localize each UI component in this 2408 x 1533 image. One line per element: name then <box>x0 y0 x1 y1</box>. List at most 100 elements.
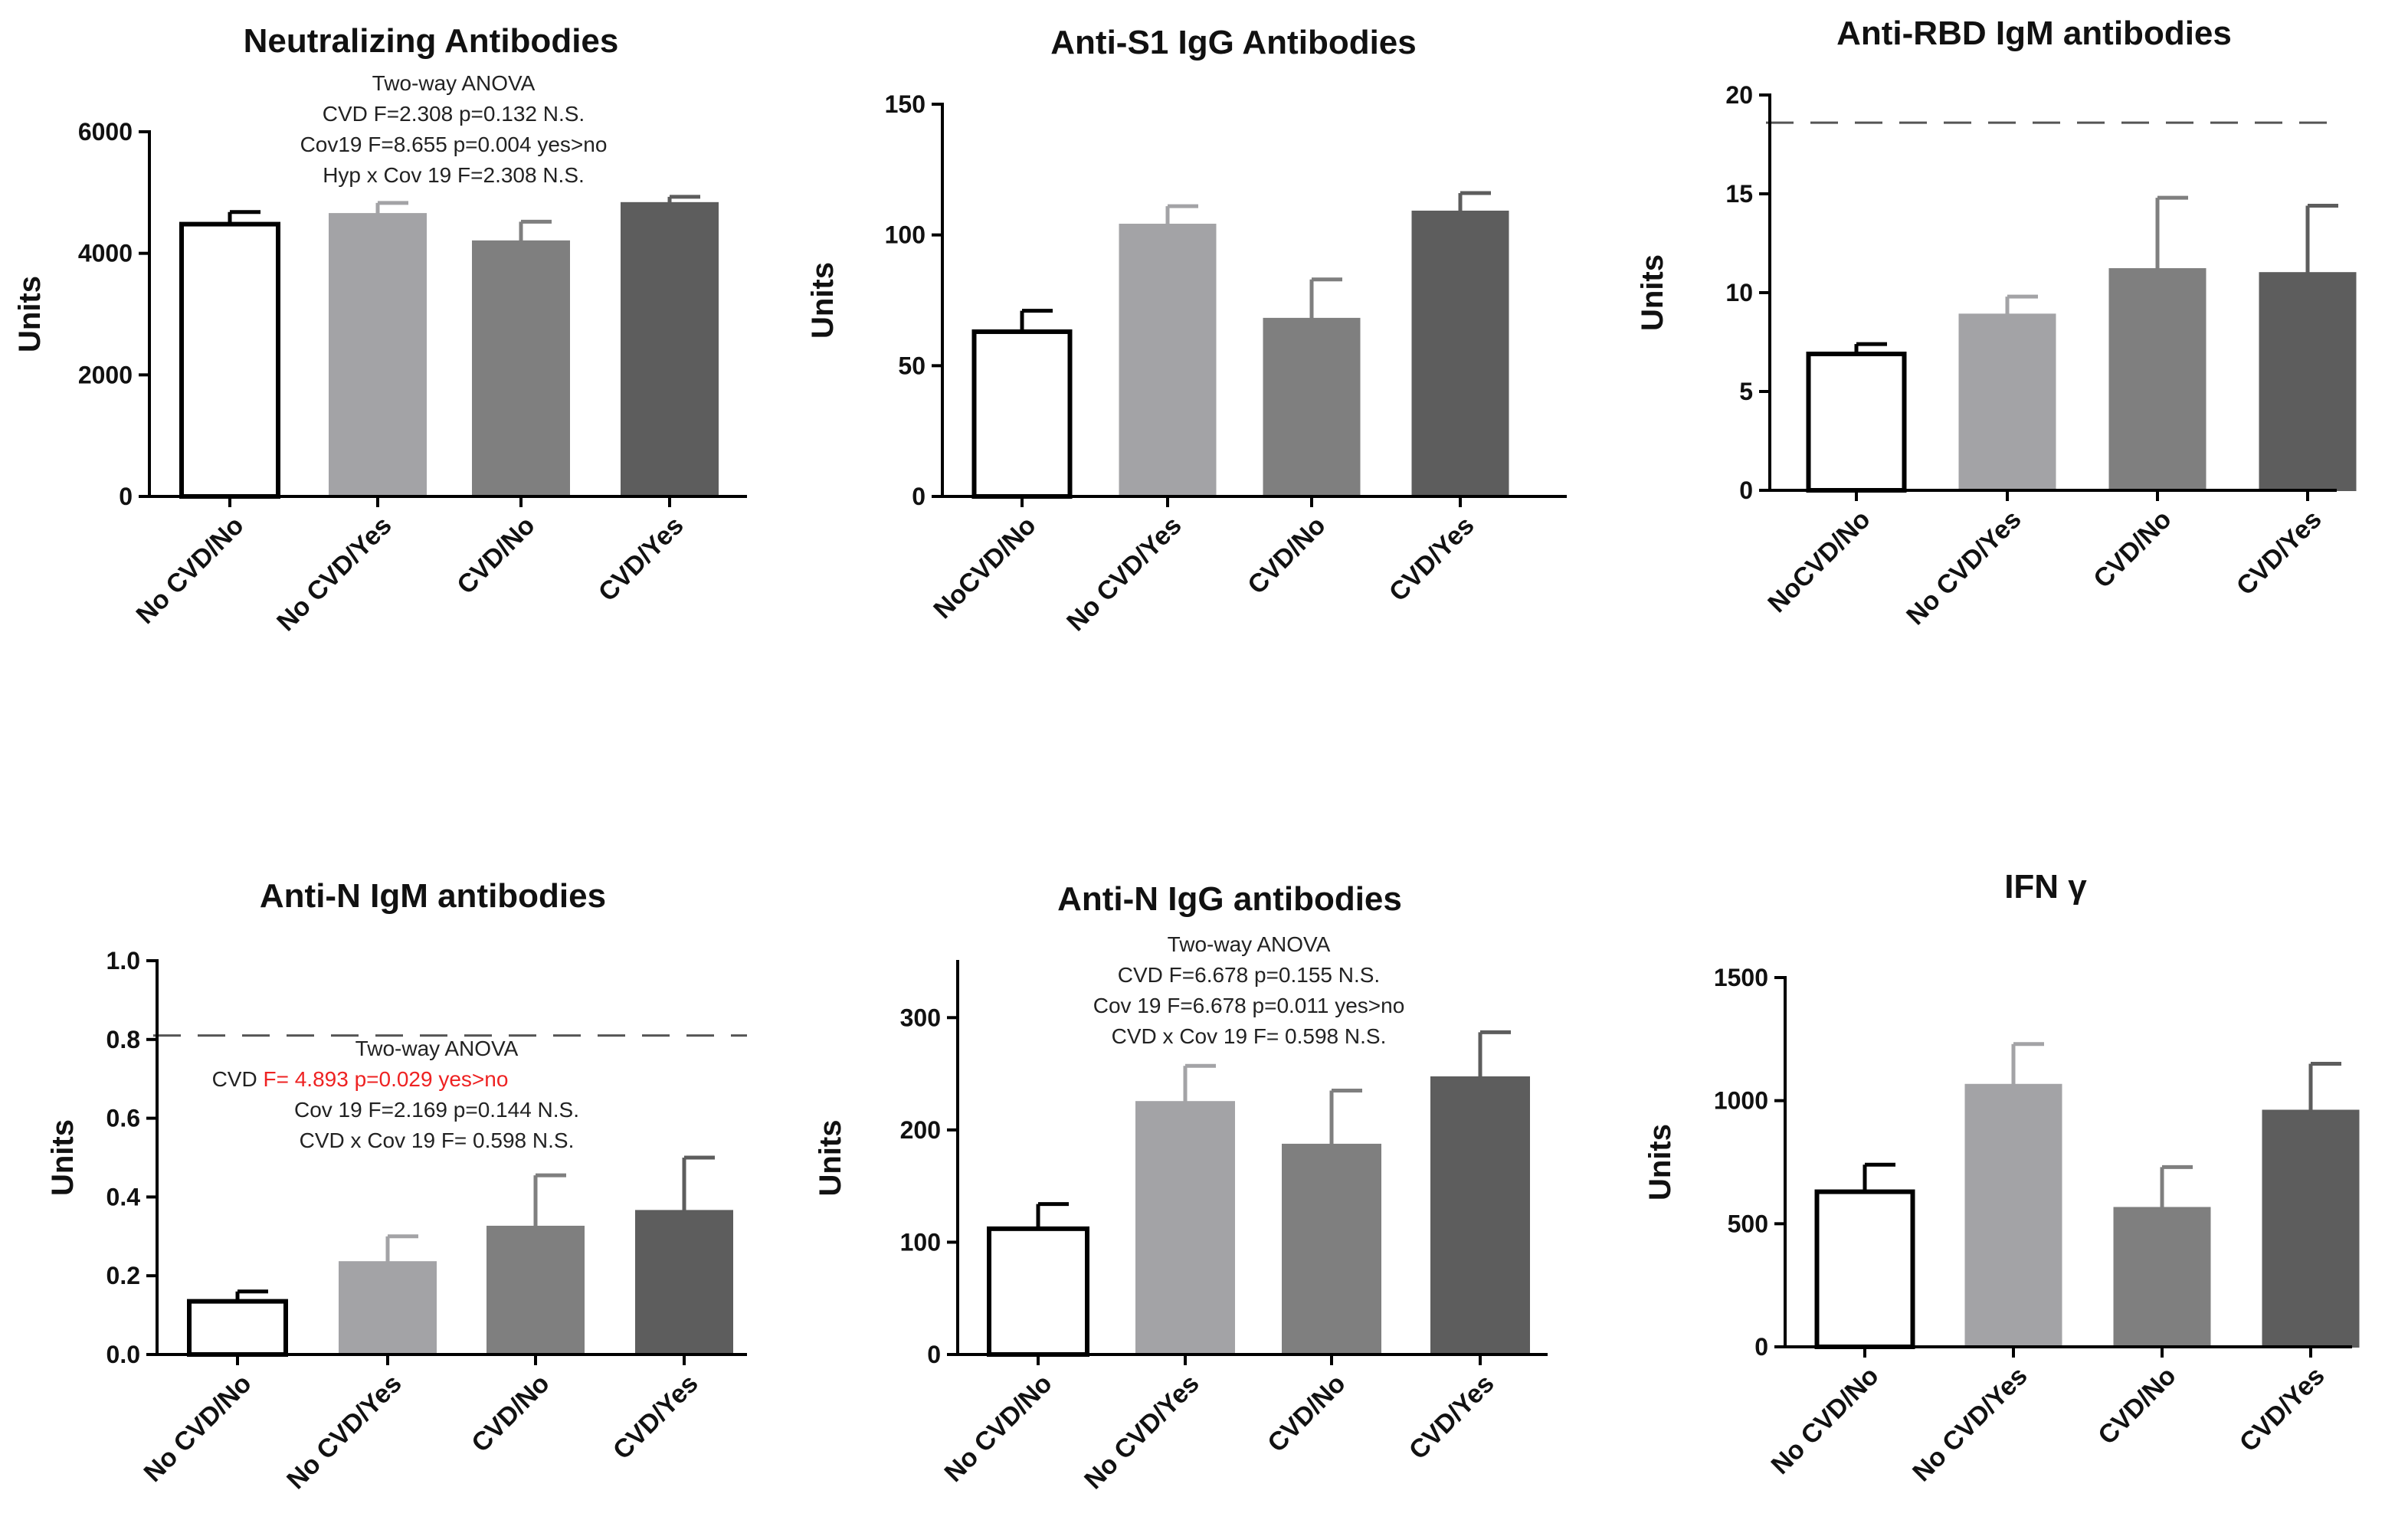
bar-2 <box>1119 224 1217 497</box>
x-tick-label: CVD/No <box>466 1369 555 1458</box>
x-tick-label: No CVD/Yes <box>1061 511 1187 637</box>
y-axis-label: Units <box>13 276 47 352</box>
chart-panel-6: IFN γ Units 0 500 1000 1500 No CVD/No No CVD/Ye… <box>1643 868 2360 1487</box>
y-tick-label: 0.4 <box>106 1183 141 1210</box>
y-tick-label: 15 <box>1725 180 1753 208</box>
x-tick-label: CVD/No <box>2092 1361 2181 1450</box>
bar-3 <box>2108 268 2207 491</box>
bar-2 <box>1135 1101 1235 1355</box>
anova-annotation: CVD F= 4.893 p=0.029 yes>no <box>212 1067 509 1091</box>
chart-panel-1: Neutralizing Antibodies Units 0 2000 4000 600… <box>13 22 747 637</box>
y-tick-label: 6000 <box>78 118 133 146</box>
y-tick-label: 1.0 <box>106 947 140 975</box>
y-tick-label: 0.8 <box>106 1026 140 1053</box>
y-tick-label: 0 <box>1739 477 1753 504</box>
y-tick-label: 0 <box>1754 1333 1768 1361</box>
y-tick-label: 50 <box>898 352 926 379</box>
anova-annotation: Cov19 F=8.655 p=0.004 yes>no <box>300 133 608 156</box>
bar-1 <box>179 221 280 499</box>
x-tick-label: No CVD/Yes <box>1901 505 2026 631</box>
x-tick-label: CVD/Yes <box>1404 1369 1500 1466</box>
bar-1 <box>187 1299 288 1357</box>
x-tick-label: No CVD/No <box>1766 1361 1885 1480</box>
y-tick-label: 200 <box>900 1116 941 1144</box>
x-tick-label: NoCVD/No <box>928 511 1041 624</box>
bar-1 <box>1814 1189 1915 1350</box>
bar-2 <box>329 213 427 497</box>
y-tick-label: 2000 <box>78 361 133 388</box>
y-tick-label: 150 <box>885 90 926 118</box>
anova-annotation: Hyp x Cov 19 F=2.308 N.S. <box>323 163 585 187</box>
y-tick-label: 1000 <box>1714 1087 1768 1115</box>
y-tick-label: 100 <box>885 221 926 249</box>
bar-4 <box>635 1210 733 1356</box>
chart-panel-3: Anti-RBD IgM antibodies Units 0 5 10 15 20 NoCV… <box>1636 15 2357 631</box>
bar-4 <box>621 201 719 497</box>
bar-3 <box>1282 1143 1381 1355</box>
x-tick-label: No CVD/No <box>939 1369 1058 1488</box>
anova-annotation-highlight: F= 4.893 p=0.029 yes>no <box>263 1067 508 1091</box>
anova-annotation-part: CVD <box>212 1067 264 1091</box>
bar-3 <box>472 240 570 497</box>
y-axis-label: Units <box>806 262 840 339</box>
y-tick-label: 4000 <box>78 240 133 267</box>
chart-panel-4: Anti-N IgM antibodies Units 0.0 0.2 0.4 0.6 0.… <box>46 877 747 1495</box>
x-tick-label: No CVD/No <box>139 1369 257 1488</box>
x-tick-label: No CVD/Yes <box>271 511 397 637</box>
y-tick-label: 0.2 <box>106 1262 140 1289</box>
y-tick-label: 0 <box>927 1341 941 1368</box>
y-tick-label: 1500 <box>1714 964 1768 991</box>
x-tick-label: No CVD/Yes <box>281 1369 407 1495</box>
y-axis-label: Units <box>814 1120 847 1197</box>
anova-annotation: CVD F=6.678 p=0.155 N.S. <box>1118 963 1380 987</box>
y-tick-label: 20 <box>1725 81 1753 109</box>
y-tick-label: 500 <box>1728 1210 1768 1237</box>
x-tick-label: CVD/Yes <box>2234 1361 2331 1458</box>
bar-2 <box>339 1261 437 1355</box>
x-tick-label: CVD/No <box>2088 505 2177 594</box>
chart-title: IFN γ <box>2004 868 2087 906</box>
anova-annotation: CVD x Cov 19 F= 0.598 N.S. <box>1112 1024 1387 1048</box>
bar-3 <box>2113 1207 2211 1348</box>
y-axis-label: Units <box>1643 1124 1677 1201</box>
bar-4 <box>2262 1109 2360 1348</box>
bar-1 <box>971 329 1073 499</box>
chart-title: Anti-RBD IgM antibodies <box>1836 15 2232 52</box>
x-tick-label: CVD/Yes <box>608 1369 704 1466</box>
anova-annotation: Cov 19 F=6.678 p=0.011 yes>no <box>1093 994 1405 1017</box>
bar-4 <box>1411 210 1509 497</box>
x-tick-label: CVD/No <box>451 511 540 600</box>
anova-annotation: Two-way ANOVA <box>1168 932 1331 956</box>
bar-2 <box>1958 313 2056 491</box>
y-tick-label: 5 <box>1739 378 1753 405</box>
y-tick-label: 10 <box>1725 279 1753 306</box>
anova-annotation: Two-way ANOVA <box>372 71 536 95</box>
chart-panel-2: Anti-S1 IgG Antibodies Units 0 50 100 150 NoCV… <box>806 24 1567 637</box>
x-tick-label: No CVD/Yes <box>1907 1361 2033 1487</box>
chart-title: Anti-S1 IgG Antibodies <box>1050 24 1416 61</box>
y-tick-label: 0 <box>119 483 133 510</box>
x-tick-label: NoCVD/No <box>1762 505 1876 618</box>
anova-annotation: Cov 19 F=2.169 p=0.144 N.S. <box>294 1098 579 1122</box>
bar-1 <box>987 1226 1089 1357</box>
anova-annotation: CVD x Cov 19 F= 0.598 N.S. <box>300 1128 575 1152</box>
y-tick-label: 300 <box>900 1004 941 1031</box>
bar-2 <box>1964 1083 2062 1348</box>
y-axis-label: Units <box>1636 254 1669 331</box>
bar-4 <box>2259 272 2357 491</box>
chart-title: Anti-N IgM antibodies <box>260 877 606 915</box>
x-tick-label: CVD/Yes <box>593 511 690 608</box>
bar-3 <box>1263 317 1361 498</box>
bar-4 <box>1430 1076 1530 1356</box>
chart-title: Anti-N IgG antibodies <box>1057 880 1402 918</box>
x-tick-label: CVD/No <box>1262 1369 1351 1458</box>
anova-annotation: CVD F=2.308 p=0.132 N.S. <box>323 102 585 126</box>
bar-3 <box>487 1225 585 1355</box>
x-tick-label: No CVD/Yes <box>1079 1369 1204 1495</box>
x-tick-label: CVD/No <box>1242 511 1331 600</box>
x-tick-label: CVD/Yes <box>1384 511 1480 608</box>
y-tick-label: 0.0 <box>106 1341 140 1368</box>
y-axis-label: Units <box>46 1119 80 1196</box>
chart-panel-5: Anti-N IgG antibodies Units 0 100 200 300 No C… <box>814 880 1548 1495</box>
x-tick-label: No CVD/No <box>131 511 250 630</box>
